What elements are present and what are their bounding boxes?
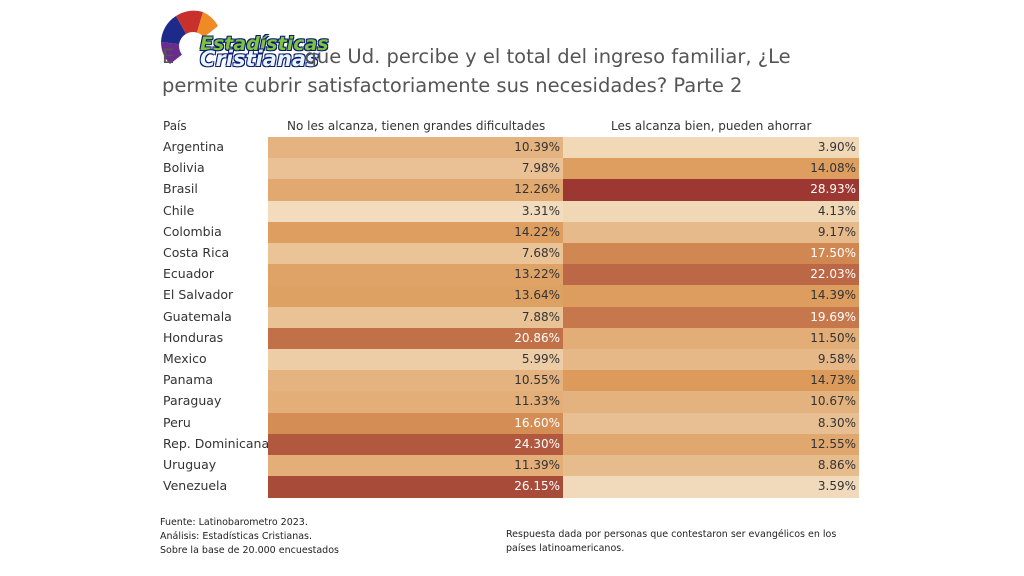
title-line1: E que Ud. percibe y el total del ingreso… bbox=[162, 45, 791, 68]
row-label: Costa Rica bbox=[163, 245, 230, 260]
heatmap-cell: 17.50% bbox=[563, 243, 859, 265]
row-label: Peru bbox=[163, 414, 191, 430]
heatmap-cell: 7.68% bbox=[268, 243, 563, 265]
heatmap-cell: 24.30% bbox=[268, 433, 563, 456]
heatmap-cell: 9.58% bbox=[563, 349, 859, 371]
heatmap-cell: 14.22% bbox=[268, 221, 563, 244]
row-label: Brasil bbox=[163, 181, 198, 197]
footer-analysis: Análisis: Estadísticas Cristianas. bbox=[160, 531, 312, 542]
heatmap-cell: 26.15% bbox=[268, 476, 563, 498]
row-label: Honduras bbox=[163, 329, 224, 345]
heatmap-cell: 9.17% bbox=[563, 221, 859, 244]
heatmap-cell: 16.60% bbox=[268, 412, 563, 435]
row-label: Rep. Dominicana bbox=[163, 435, 270, 451]
heatmap-cell: 14.08% bbox=[563, 158, 859, 180]
heatmap-cell: 22.03% bbox=[563, 264, 859, 286]
heatmap-cell: 3.31% bbox=[268, 200, 563, 223]
heatmap-cell: 10.55% bbox=[268, 370, 563, 392]
heatmap-cell: 11.50% bbox=[563, 327, 859, 350]
heatmap-cell: 3.59% bbox=[563, 476, 859, 498]
heatmap-cell: 19.69% bbox=[563, 306, 859, 329]
heatmap-cell: 28.93% bbox=[563, 179, 859, 202]
heatmap-cell: 14.39% bbox=[563, 285, 859, 308]
row-label: Argentina bbox=[163, 139, 224, 154]
footer-source: Fuente: Latinobarometro 2023. bbox=[160, 517, 308, 528]
row-label: Mexico bbox=[163, 351, 207, 366]
heatmap-cell: 20.86% bbox=[268, 327, 563, 350]
row-header: País bbox=[163, 119, 187, 133]
heatmap-cell: 11.33% bbox=[268, 391, 563, 414]
row-label: Chile bbox=[163, 202, 195, 218]
heatmap-cell: 10.39% bbox=[268, 137, 563, 159]
row-label: Bolivia bbox=[163, 160, 205, 176]
logo-icon bbox=[161, 10, 218, 64]
row-label: Paraguay bbox=[163, 393, 222, 409]
heatmap-cell: 4.13% bbox=[563, 200, 859, 223]
heatmap-cell: 12.26% bbox=[268, 179, 563, 202]
footer-base: Sobre la base de 20.000 encuestados bbox=[160, 545, 339, 556]
heatmap-cell: 7.88% bbox=[268, 306, 563, 329]
heatmap-cell: 7.98% bbox=[268, 158, 563, 180]
logo: Estadísticas Cristianas bbox=[158, 6, 348, 71]
row-label: Uruguay bbox=[163, 457, 217, 472]
column-header-2: Les alcanza bien, pueden ahorrar bbox=[611, 119, 812, 133]
column-header-1: No les alcanza, tienen grandes dificulta… bbox=[287, 119, 546, 133]
logo-line1: Estadísticas bbox=[200, 33, 329, 55]
footer-note: Respuesta dada por personas que contesta… bbox=[506, 529, 837, 554]
title-line2: permite cubrir satisfactoriamente sus ne… bbox=[162, 74, 743, 97]
row-label: Panama bbox=[163, 372, 214, 388]
heatmap-cell: 11.39% bbox=[268, 455, 563, 477]
row-label: Venezuela bbox=[163, 478, 228, 494]
footer-left: Fuente: Latinobarometro 2023. Análisis: … bbox=[160, 516, 339, 558]
row-label: Guatemala bbox=[163, 308, 232, 324]
heatmap-cell: 14.73% bbox=[563, 370, 859, 392]
heatmap-cell: 10.67% bbox=[563, 391, 859, 414]
heatmap-cell: 3.90% bbox=[563, 137, 859, 159]
heatmap-cell: 13.64% bbox=[268, 285, 563, 308]
heatmap-cell: 8.30% bbox=[563, 412, 859, 435]
heatmap-cell: 8.86% bbox=[563, 455, 859, 477]
heatmap-cell: 5.99% bbox=[268, 349, 563, 371]
heatmap-cell: 12.55% bbox=[563, 433, 859, 456]
row-label: Ecuador bbox=[163, 266, 215, 282]
row-label: Colombia bbox=[163, 223, 222, 239]
heatmap-cell: 13.22% bbox=[268, 264, 563, 286]
row-label: El Salvador bbox=[163, 287, 234, 303]
logo-line2: Cristianas bbox=[200, 47, 319, 71]
